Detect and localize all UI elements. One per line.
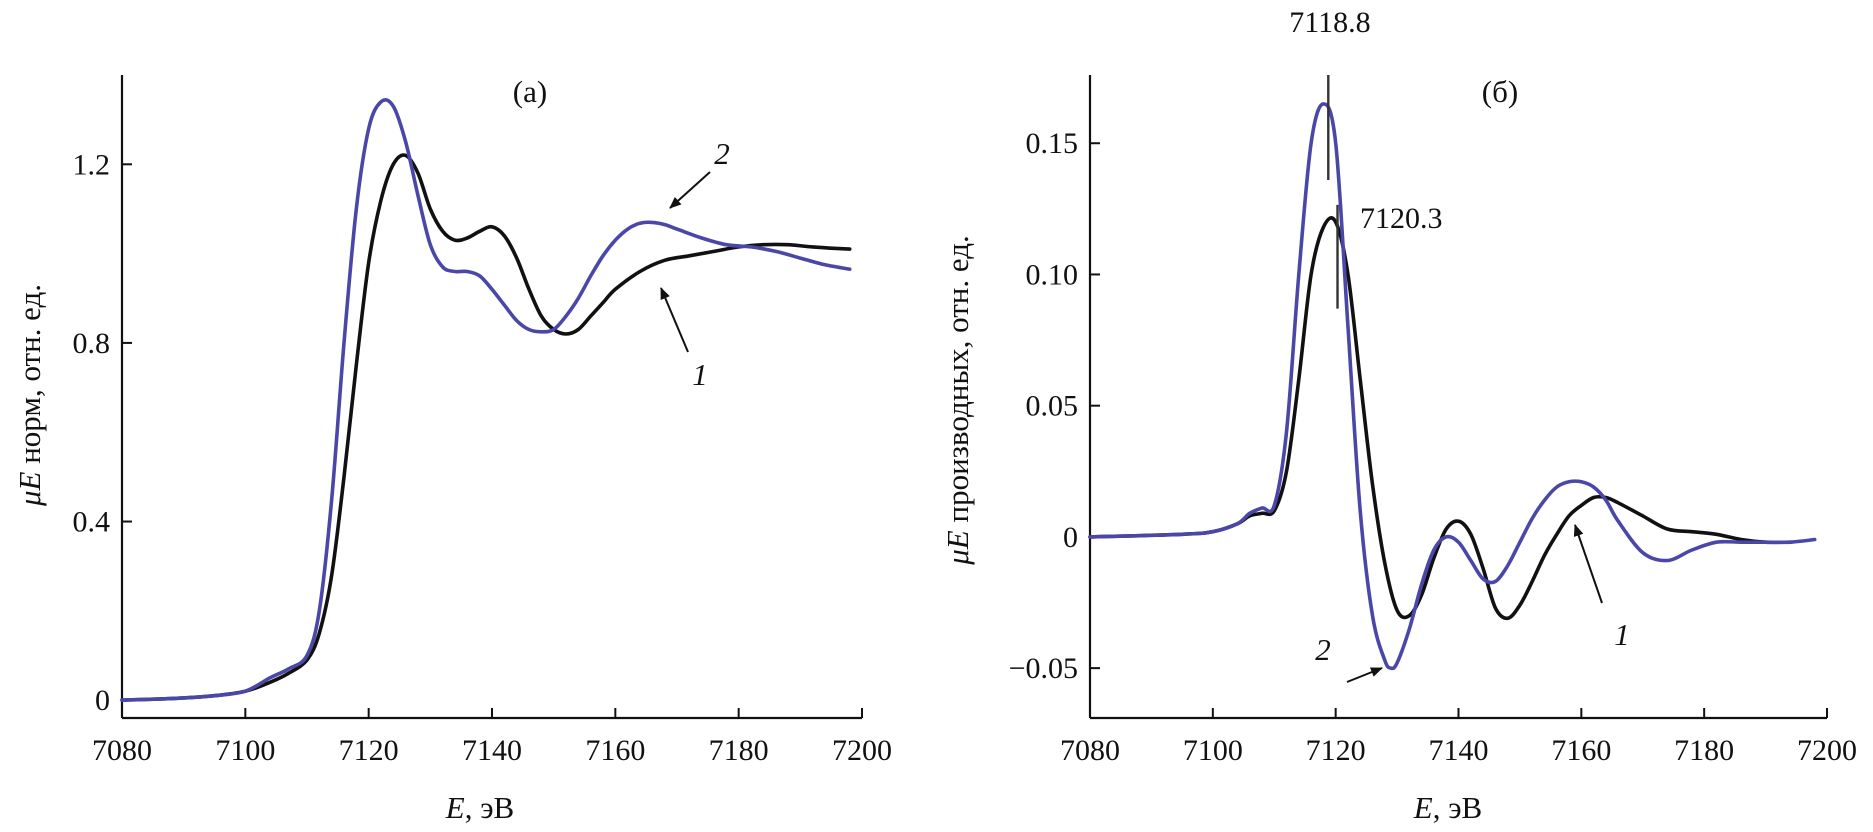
annotation-arrow-b-2 [1346, 667, 1383, 683]
panel-label-b: (б) [1482, 74, 1518, 109]
series-line-a-1 [120, 153, 852, 702]
x-axis-title-b: E, эВ [1413, 790, 1482, 825]
y-tick-label-a-1.2: 1.2 [73, 148, 111, 181]
series-line-b-1 [1088, 216, 1792, 621]
x-tick-label-b-7080: 7080 [1060, 734, 1120, 767]
peak-markers-b [1327, 75, 1339, 309]
peak-label-7118-8: 7118.8 [1289, 6, 1370, 39]
x-tick-label-b-7200: 7200 [1797, 734, 1857, 767]
y-axis-title-a: μE норм, отн. ед. [12, 284, 47, 507]
y-axis-title-b: μE производных, отн. ед. [940, 235, 975, 566]
y-tick-label-a-0.4: 0.4 [73, 506, 111, 539]
annotation-arrow-a-2 [669, 171, 711, 209]
x-tick-label-a-7200: 7200 [832, 734, 892, 767]
x-tick-label-b-7140: 7140 [1429, 734, 1489, 767]
x-tick-label-a-7100: 7100 [215, 734, 275, 767]
annotation-arrow-a-1 [660, 287, 689, 353]
ticks-b: 7080 7100 7120 7140 7160 7180 7200 −0.05 0 0.05 0.… [1009, 127, 1857, 767]
x-tick-label-b-7180: 7180 [1674, 734, 1734, 767]
y-tick-label-b-0: 0 [1063, 521, 1078, 554]
series-line-a-2 [120, 98, 852, 702]
y-tick-label-a-0: 0 [95, 684, 110, 717]
x-tick-label-a-7160: 7160 [585, 734, 645, 767]
annotation-a-2: 2 [714, 136, 730, 171]
y-tick-label-b-−0.05: −0.05 [1009, 652, 1078, 685]
x-tick-label-a-7180: 7180 [709, 734, 769, 767]
x-tick-label-a-7080: 7080 [92, 734, 152, 767]
axes-b [1088, 75, 1827, 720]
curves-b [1088, 102, 1817, 671]
x-tick-label-b-7160: 7160 [1551, 734, 1611, 767]
annotation-b-2: 2 [1315, 632, 1331, 667]
y-tick-label-b-0.10: 0.10 [1026, 258, 1079, 291]
series-line-b-2 [1088, 102, 1817, 671]
y-tick-label-a-0.8: 0.8 [73, 327, 111, 360]
peak-label-7120-3: 7120.3 [1360, 202, 1443, 235]
y-tick-label-b-0.15: 0.15 [1026, 127, 1079, 160]
x-tick-label-b-7120: 7120 [1306, 734, 1366, 767]
x-tick-label-a-7140: 7140 [462, 734, 522, 767]
x-tick-label-b-7100: 7100 [1183, 734, 1243, 767]
curves-a [120, 98, 852, 702]
x-axis-title-a: E, эВ [445, 790, 514, 825]
annotation-a-1: 1 [692, 357, 708, 392]
chart-panel-a: 7080 7100 7120 7140 7160 7180 7200 0 0.4 0.8 1.2 (… [12, 74, 892, 825]
y-tick-label-b-0.05: 0.05 [1026, 390, 1079, 423]
panel-label-a: (а) [513, 74, 547, 109]
axes-a [120, 75, 862, 720]
ticks-a: 7080 7100 7120 7140 7160 7180 7200 0 0.4 0.8 1.2 [73, 148, 893, 767]
annotation-b-1: 1 [1614, 617, 1630, 652]
chart-panel-b: 7080 7100 7120 7140 7160 7180 7200 −0.05 0 0.05 0.… [940, 6, 1857, 825]
annotation-arrow-b-1 [1573, 524, 1603, 604]
x-tick-label-a-7120: 7120 [339, 734, 399, 767]
